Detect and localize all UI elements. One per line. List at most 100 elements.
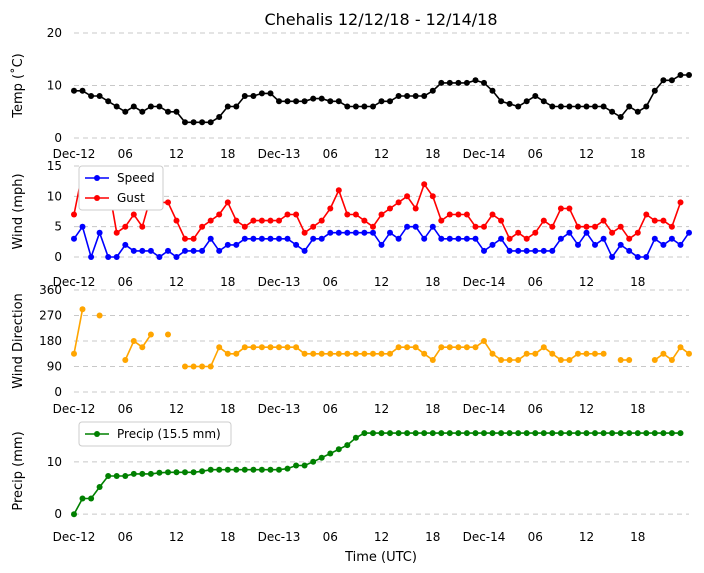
gust-point (575, 223, 581, 230)
precip-point (540, 430, 547, 437)
y-tick-label: 360 (39, 283, 62, 297)
precip-point (71, 511, 77, 518)
y-tick-label: 5 (54, 220, 62, 234)
gust-point (378, 211, 385, 218)
precip-point (318, 454, 325, 461)
x-tick-label: 06 (118, 530, 133, 544)
direction-point (600, 350, 607, 357)
direction-point (361, 350, 368, 357)
temp-point (344, 103, 351, 110)
gust-point (284, 211, 291, 218)
temp-point (79, 87, 86, 94)
x-tick-label: 12 (169, 530, 184, 544)
precip-point (566, 430, 573, 437)
precip-point (429, 430, 436, 437)
speed-point (156, 254, 163, 260)
legend-entry: Gust (117, 191, 145, 205)
temp-point (643, 103, 650, 110)
y-tick-label: 10 (47, 455, 62, 469)
precip-point (241, 466, 248, 473)
direction-point (515, 357, 522, 363)
precip-point (173, 469, 180, 476)
direction-point (79, 306, 86, 313)
x-tick-label: Dec-12 (53, 402, 96, 416)
speed-point (361, 229, 368, 236)
y-tick-label: 0 (54, 507, 62, 521)
y-tick-label: 180 (39, 334, 62, 348)
speed-point (79, 223, 86, 230)
direction-point (566, 357, 573, 363)
precip-point (404, 430, 411, 437)
gust-point (387, 205, 393, 212)
gust-point (207, 217, 214, 224)
gust-point (472, 223, 479, 230)
x-tick-label: 18 (220, 402, 235, 416)
precip-point (250, 466, 257, 473)
gust-point (276, 217, 282, 224)
x-tick-label: 06 (118, 147, 133, 161)
speed-point (122, 241, 129, 248)
temp-point (199, 119, 206, 126)
direction-point (626, 357, 633, 363)
direction-point (455, 344, 462, 351)
direction-point (395, 344, 402, 351)
x-tick-label: 18 (630, 275, 645, 289)
speed-point (139, 247, 146, 254)
precip-point (532, 430, 539, 437)
x-tick-label: 18 (630, 147, 645, 161)
precip-point (327, 450, 334, 457)
direction-point (216, 344, 223, 351)
speed-point (378, 241, 385, 248)
x-tick-label: Dec-14 (463, 402, 506, 416)
precip-point (301, 462, 308, 469)
speed-point (190, 247, 197, 254)
gust-point (258, 217, 265, 224)
direction-point (651, 357, 658, 363)
x-axis-label: Time (UTC) (344, 550, 417, 565)
temp-point (267, 90, 274, 97)
speed-point (344, 229, 351, 236)
speed-point (506, 247, 513, 254)
y-tick-label: 15 (47, 159, 62, 173)
temp-point (532, 93, 539, 99)
direction-point (122, 357, 129, 363)
precip-point (276, 466, 282, 473)
gust-point (617, 223, 624, 230)
chart-title: Chehalis 12/12/18 - 12/14/18 (264, 10, 497, 29)
temp-point (617, 114, 624, 120)
temp-point (88, 93, 95, 99)
precip-point (626, 430, 633, 437)
speed-point (446, 235, 453, 242)
y-tick-label: 0 (54, 131, 62, 145)
temp-point (139, 108, 146, 115)
precip-point (498, 430, 505, 437)
precip-point (182, 469, 188, 476)
speed-point (165, 247, 171, 254)
speed-point (250, 235, 257, 242)
precip-point (113, 473, 120, 479)
direction-point (258, 344, 265, 351)
gust-point (344, 211, 351, 218)
temp-point (626, 103, 633, 110)
direction-point (147, 331, 154, 338)
gust-point (455, 211, 462, 218)
precip-point (677, 430, 684, 437)
direction-point (241, 344, 248, 351)
temp-point (498, 98, 505, 105)
speed-point (404, 223, 411, 230)
speed-point (532, 247, 539, 254)
speed-point (199, 247, 206, 254)
precip-point (378, 430, 385, 437)
temp-point (634, 108, 641, 115)
temp-point (540, 98, 547, 105)
legend-swatch-marker (94, 175, 100, 181)
gust-point (515, 229, 522, 236)
speed-point (455, 235, 462, 242)
x-tick-label: 12 (169, 402, 184, 416)
gust-point (190, 235, 197, 242)
gust-point (677, 199, 684, 206)
speed-point (113, 254, 120, 260)
precip-point (165, 469, 171, 476)
temp-point (651, 87, 658, 94)
y-axis-label: Wind Direction (11, 293, 26, 389)
